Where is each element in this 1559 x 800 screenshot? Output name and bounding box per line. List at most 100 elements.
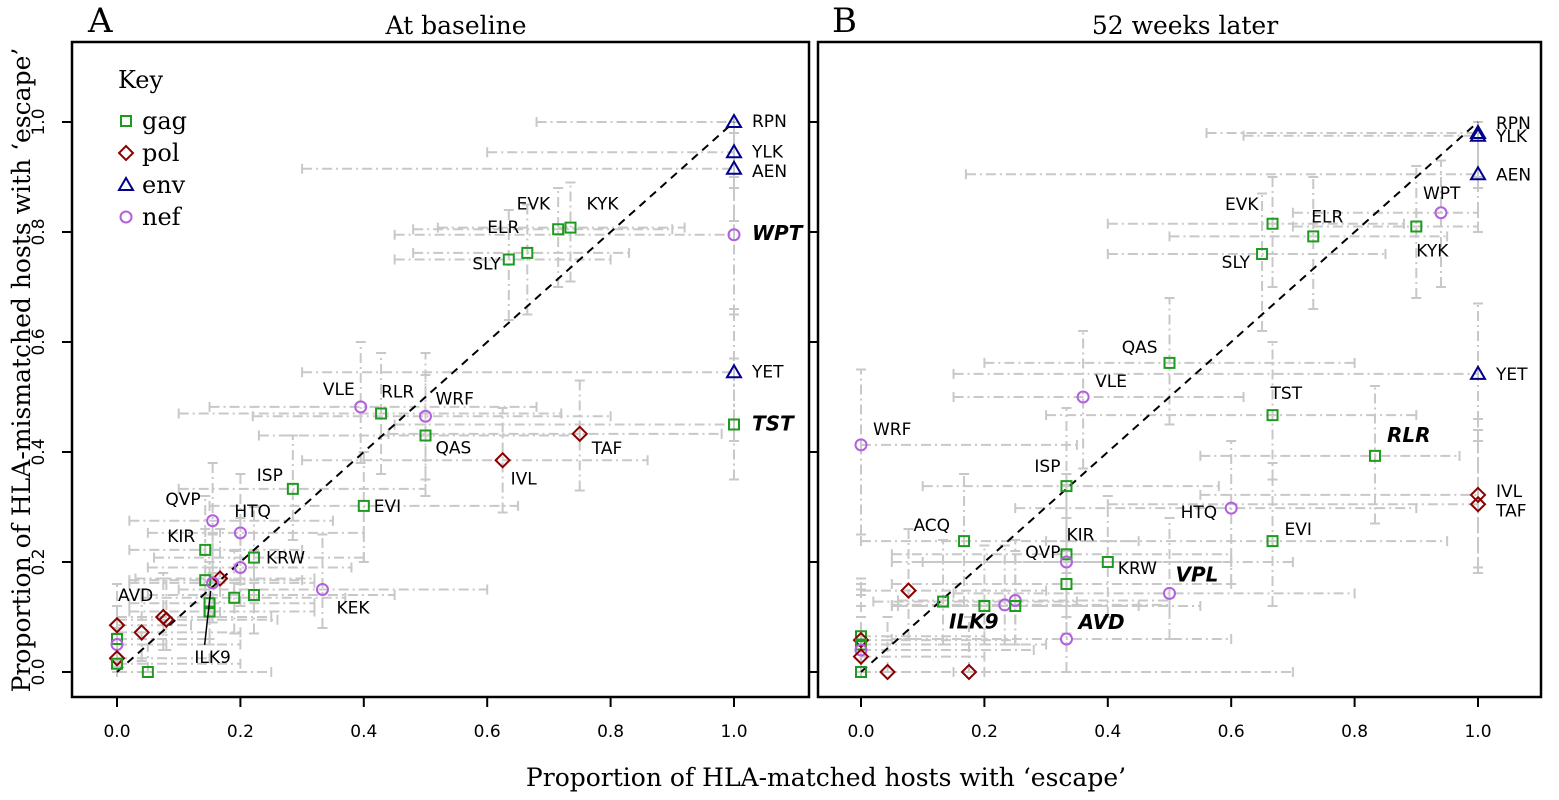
data-point-pol <box>852 648 870 666</box>
data-point-nef <box>233 526 247 540</box>
data-point-env <box>1469 126 1487 142</box>
error-bar <box>1199 418 1483 569</box>
data-point-gag <box>502 253 515 266</box>
data-point-nef <box>1224 501 1238 515</box>
data-point-gag <box>1009 600 1022 612</box>
error-bar <box>1199 385 1461 525</box>
x-axis-title: Proportion of HLA-matched hosts with ‘es… <box>526 763 1126 792</box>
y-tick-label: 0.0 <box>29 658 49 685</box>
error-bar <box>952 330 1245 470</box>
data-point-pol <box>133 623 151 641</box>
point-label: AEN <box>752 162 787 182</box>
x-tick-label: 0.2 <box>971 722 998 742</box>
error-bar <box>412 203 631 316</box>
point-label: ACQ <box>913 516 950 536</box>
data-point-gag <box>552 223 565 236</box>
point-label: KYK <box>586 195 619 215</box>
data-point-nef <box>315 583 329 596</box>
y-tick-label: 0.6 <box>29 328 49 355</box>
data-point-gag <box>286 482 299 495</box>
data-point-env <box>725 143 743 159</box>
point-label: KRW <box>1118 559 1157 579</box>
error-bar <box>952 302 1483 442</box>
error-bar <box>1205 121 1483 178</box>
error-bar <box>856 616 955 677</box>
y-axis-title: Proportion of HLA-mismatched hosts with … <box>7 48 36 693</box>
point-label: IVL <box>511 469 538 489</box>
plot-frame <box>70 40 811 699</box>
panel-letter: B <box>832 1 857 41</box>
point-label: ISP <box>1034 457 1060 477</box>
point-label: WPT <box>1423 184 1461 204</box>
point-label: KYK <box>1416 242 1449 262</box>
point-label: RPN <box>1496 114 1531 134</box>
x-tick-label: 0.8 <box>1341 722 1368 742</box>
data-point-gag <box>564 221 577 234</box>
point-label: RPN <box>752 112 787 132</box>
point-label: ISP <box>257 466 283 486</box>
point-label: ELR <box>1311 207 1343 227</box>
data-point-gag <box>1307 230 1320 243</box>
data-point-gag <box>1060 480 1073 493</box>
point-label: KEK <box>336 599 370 619</box>
point-label: KRW <box>266 549 305 569</box>
error-bar <box>393 176 739 316</box>
x-tick-label: 0.8 <box>597 722 624 742</box>
point-label: WRF <box>873 420 911 440</box>
point-label: KIR <box>1066 525 1094 545</box>
error-bar <box>177 352 563 475</box>
error-bar <box>177 434 427 541</box>
data-point-pol <box>1469 495 1487 513</box>
data-point-gag <box>141 666 154 678</box>
data-point-nef <box>206 576 220 590</box>
data-point-gag <box>1368 449 1381 462</box>
error-bar <box>387 379 723 492</box>
identity-line <box>116 121 735 673</box>
data-point-gag <box>1256 248 1269 260</box>
x-tick-label: 0.6 <box>474 722 501 742</box>
legend-marker-pol <box>117 144 135 162</box>
error-bar <box>964 132 1483 233</box>
error-bar <box>860 616 1294 677</box>
label-leader <box>203 590 212 645</box>
data-point-nef <box>1059 632 1073 646</box>
point-label: QAS <box>436 439 472 459</box>
point-label: QAS <box>1122 338 1158 358</box>
error-bar <box>1168 176 1449 310</box>
data-point-nef <box>233 561 247 574</box>
data-point-nef <box>354 400 368 414</box>
data-point-gag <box>521 246 534 259</box>
data-point-gag <box>1266 409 1279 422</box>
point-label: VLE <box>323 380 355 400</box>
data-point-gag <box>1060 578 1073 590</box>
identity-line <box>860 121 1479 673</box>
error-bar <box>177 533 489 629</box>
point-label: RLR <box>381 383 414 403</box>
point-label: YET <box>751 362 784 382</box>
plot-frame <box>816 40 1543 699</box>
point-label: EVK <box>1225 195 1259 215</box>
data-point-nef <box>854 438 868 452</box>
data-point-env <box>725 113 743 128</box>
data-point-pol <box>571 425 589 443</box>
error-bar <box>486 121 739 189</box>
error-bar <box>1106 429 1483 574</box>
legend-label-gag: gag <box>142 107 187 135</box>
data-point-env <box>1469 124 1487 139</box>
point-label: RLR <box>1387 423 1431 447</box>
point-label: AEN <box>1496 165 1531 185</box>
x-tick-label: 0.4 <box>1094 722 1121 742</box>
error-bar <box>1106 192 1387 332</box>
data-point-gag <box>937 595 950 608</box>
data-point-nef <box>854 643 868 657</box>
data-point-gag <box>199 574 212 587</box>
legend-marker-gag <box>120 115 132 127</box>
error-bar <box>257 374 581 497</box>
point-label: TAF <box>591 439 622 459</box>
data-point-pol <box>852 631 870 649</box>
y-tick-label: 1.0 <box>29 108 49 135</box>
y-tick-label: 0.2 <box>29 548 49 575</box>
point-label: KIR <box>167 527 195 547</box>
point-label: TAF <box>1495 501 1526 521</box>
x-tick-label: 0.0 <box>847 722 874 742</box>
